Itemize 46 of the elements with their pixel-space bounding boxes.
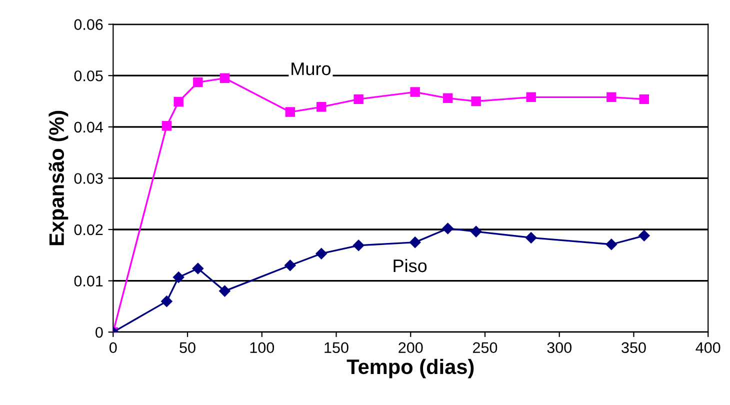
y-tick-label: 0.01 xyxy=(74,276,103,286)
x-tick-label: 200 xyxy=(398,342,423,354)
point xyxy=(316,248,327,260)
y-tick-label: 0.03 xyxy=(74,173,103,184)
point xyxy=(470,226,482,238)
point xyxy=(410,87,420,97)
point xyxy=(192,262,204,274)
point xyxy=(606,238,618,250)
x-tick-label: 350 xyxy=(622,342,646,354)
point xyxy=(442,222,454,234)
x-axis-title: Tempo (dias) xyxy=(346,358,474,378)
point xyxy=(525,232,537,244)
point xyxy=(219,285,230,297)
x-tick-label: 100 xyxy=(250,342,274,354)
point xyxy=(526,92,536,102)
y-tick-label: 0 xyxy=(96,326,103,338)
x-tick-label: 300 xyxy=(547,342,572,354)
series-label: Muro xyxy=(292,62,331,76)
point xyxy=(174,96,184,107)
point xyxy=(639,94,650,104)
point xyxy=(316,102,326,112)
point xyxy=(193,77,203,88)
x-tick-label: 400 xyxy=(696,342,720,354)
point xyxy=(161,296,172,307)
x-tick-label: 150 xyxy=(324,342,348,354)
point xyxy=(606,92,616,102)
point xyxy=(409,236,421,248)
y-tick-label: 0.04 xyxy=(74,122,103,133)
point xyxy=(471,96,481,106)
point xyxy=(220,73,230,84)
x-tick-label: 50 xyxy=(180,342,196,354)
point xyxy=(284,260,296,272)
point xyxy=(354,94,364,104)
point xyxy=(442,93,453,104)
point xyxy=(285,107,296,117)
y-tick-label: 0.05 xyxy=(74,70,103,82)
y-tick-label: 0.02 xyxy=(74,224,103,236)
point xyxy=(352,240,364,252)
series-label: Piso xyxy=(394,258,427,272)
point xyxy=(172,272,184,283)
point xyxy=(638,230,650,242)
point xyxy=(162,121,172,131)
x-tick-label: 0 xyxy=(110,342,117,354)
y-axis-title: Expansão (%) xyxy=(48,110,68,246)
x-tick-label: 250 xyxy=(473,342,498,354)
y-tick-label: 0.06 xyxy=(74,19,103,30)
